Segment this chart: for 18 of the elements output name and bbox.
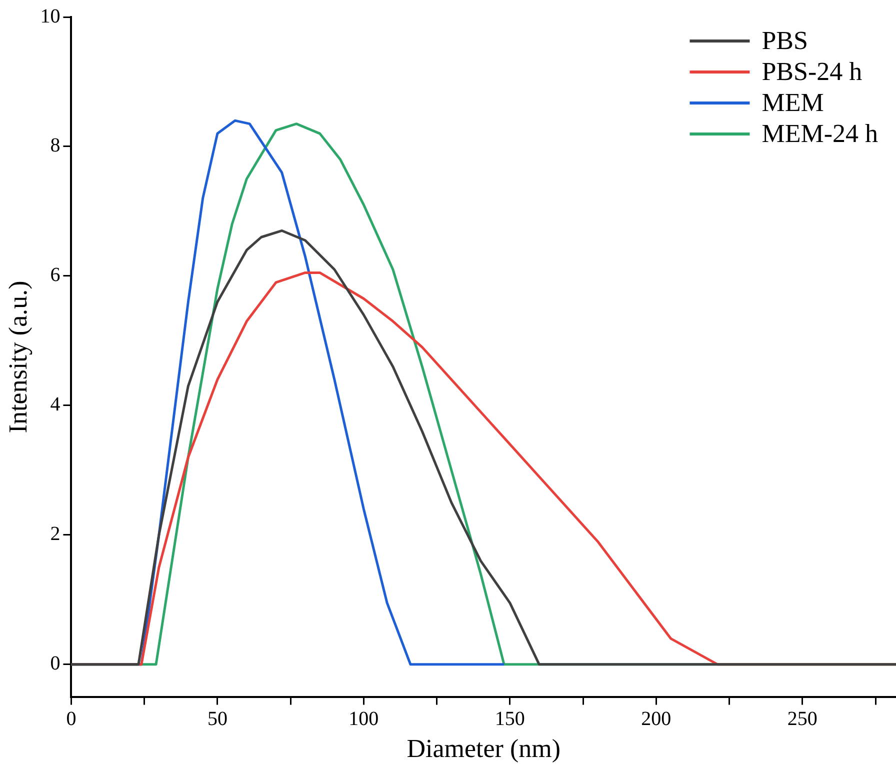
legend-label: PBS-24 h: [762, 56, 862, 86]
y-tick-label: 6: [50, 264, 60, 286]
legend-label: MEM-24 h: [762, 118, 878, 148]
x-tick-label: 200: [641, 708, 672, 730]
x-tick-label: 250: [787, 708, 818, 730]
y-tick-label: 0: [50, 652, 60, 675]
y-tick-label: 10: [40, 5, 60, 28]
x-tick-label: 50: [207, 708, 228, 730]
y-axis-title: Intensity (a.u.): [3, 280, 32, 434]
legend-label: PBS: [762, 26, 808, 55]
legend-label: MEM: [762, 88, 824, 117]
x-tick-label: 150: [494, 708, 525, 730]
x-axis-title: Diameter (nm): [406, 734, 560, 764]
y-tick-label: 8: [50, 134, 60, 157]
y-tick-label: 4: [50, 394, 60, 416]
x-tick-label: 0: [66, 708, 76, 730]
x-tick-label: 100: [348, 708, 379, 730]
y-tick-label: 2: [50, 523, 60, 546]
